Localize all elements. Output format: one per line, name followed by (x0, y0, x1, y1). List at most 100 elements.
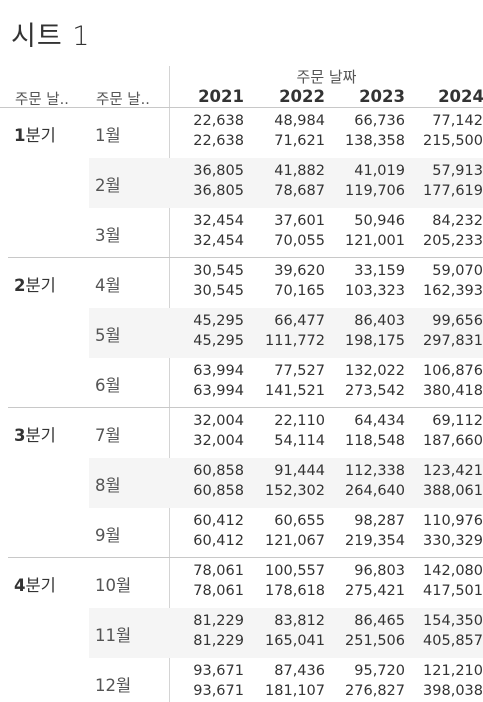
sales-value[interactable]: 84,232 (432, 213, 483, 229)
sales-value[interactable]: 77,527 (274, 363, 325, 379)
sales-value[interactable]: 83,812 (274, 613, 325, 629)
year-header-2023[interactable]: 2023 (359, 87, 405, 106)
running-total-value[interactable]: 32,004 (193, 433, 244, 449)
running-total-value[interactable]: 71,621 (274, 133, 325, 149)
sales-value[interactable]: 60,858 (193, 463, 244, 479)
month-label[interactable]: 10월 (95, 576, 132, 595)
quarter-label[interactable]: 2분기 (14, 272, 56, 296)
sales-value[interactable]: 66,736 (354, 113, 405, 129)
running-total-value[interactable]: 181,107 (265, 683, 325, 699)
running-total-value[interactable]: 198,175 (345, 333, 405, 349)
sales-value[interactable]: 121,210 (423, 663, 483, 679)
sales-value[interactable]: 95,720 (354, 663, 405, 679)
sales-value[interactable]: 33,159 (354, 263, 405, 279)
sales-value[interactable]: 60,412 (193, 513, 244, 529)
running-total-value[interactable]: 264,640 (345, 483, 405, 499)
running-total-value[interactable]: 187,660 (423, 433, 483, 449)
running-total-value[interactable]: 165,041 (265, 633, 325, 649)
quarter-label[interactable]: 1분기 (14, 122, 56, 146)
sales-value[interactable]: 22,110 (274, 413, 325, 429)
sales-value[interactable]: 50,946 (354, 213, 405, 229)
sales-value[interactable]: 86,465 (354, 613, 405, 629)
sales-value[interactable]: 100,557 (265, 563, 325, 579)
sales-value[interactable]: 81,229 (193, 613, 244, 629)
running-total-value[interactable]: 141,521 (265, 383, 325, 399)
sales-value[interactable]: 22,638 (193, 113, 244, 129)
sales-value[interactable]: 99,656 (432, 313, 483, 329)
sales-value[interactable]: 132,022 (345, 363, 405, 379)
sales-value[interactable]: 91,444 (274, 463, 325, 479)
running-total-value[interactable]: 93,671 (193, 683, 244, 699)
running-total-value[interactable]: 121,067 (265, 533, 325, 549)
sales-value[interactable]: 78,061 (193, 563, 244, 579)
sales-value[interactable]: 32,004 (193, 413, 244, 429)
sales-value[interactable]: 98,287 (354, 513, 405, 529)
row-header-quarter[interactable]: 주문 날.. (15, 92, 69, 108)
column-group-header[interactable]: 주문 날짜 (170, 66, 483, 88)
month-label[interactable]: 3월 (95, 226, 121, 245)
running-total-value[interactable]: 275,421 (345, 583, 405, 599)
sales-value[interactable]: 93,671 (193, 663, 244, 679)
sales-value[interactable]: 41,882 (274, 163, 325, 179)
running-total-value[interactable]: 45,295 (193, 333, 244, 349)
sales-value[interactable]: 63,994 (193, 363, 244, 379)
sales-value[interactable]: 41,019 (354, 163, 405, 179)
running-total-value[interactable]: 297,831 (423, 333, 483, 349)
running-total-value[interactable]: 251,506 (345, 633, 405, 649)
running-total-value[interactable]: 178,618 (265, 583, 325, 599)
month-label[interactable]: 4월 (95, 276, 121, 295)
month-label[interactable]: 5월 (95, 326, 121, 345)
running-total-value[interactable]: 81,229 (193, 633, 244, 649)
sales-value[interactable]: 123,421 (423, 463, 483, 479)
month-label[interactable]: 8월 (95, 476, 121, 495)
sales-value[interactable]: 57,913 (432, 163, 483, 179)
sales-value[interactable]: 37,601 (274, 213, 325, 229)
running-total-value[interactable]: 276,827 (345, 683, 405, 699)
running-total-value[interactable]: 63,994 (193, 383, 244, 399)
running-total-value[interactable]: 78,061 (193, 583, 244, 599)
running-total-value[interactable]: 417,501 (423, 583, 483, 599)
month-label[interactable]: 1월 (95, 126, 121, 145)
running-total-value[interactable]: 177,619 (423, 183, 483, 199)
sales-value[interactable]: 30,545 (193, 263, 244, 279)
row-header-month[interactable]: 주문 날.. (96, 92, 150, 108)
running-total-value[interactable]: 152,302 (265, 483, 325, 499)
running-total-value[interactable]: 205,233 (423, 233, 483, 249)
month-label[interactable]: 9월 (95, 526, 121, 545)
running-total-value[interactable]: 30,545 (193, 283, 244, 299)
running-total-value[interactable]: 119,706 (345, 183, 405, 199)
running-total-value[interactable]: 70,165 (274, 283, 325, 299)
year-header-2021[interactable]: 2021 (198, 87, 244, 106)
sales-value[interactable]: 32,454 (193, 213, 244, 229)
running-total-value[interactable]: 138,358 (345, 133, 405, 149)
running-total-value[interactable]: 70,055 (274, 233, 325, 249)
running-total-value[interactable]: 60,858 (193, 483, 244, 499)
running-total-value[interactable]: 380,418 (423, 383, 483, 399)
month-label[interactable]: 6월 (95, 376, 121, 395)
month-label[interactable]: 11월 (95, 626, 132, 645)
year-header-2024[interactable]: 2024 (438, 87, 483, 106)
sales-value[interactable]: 39,620 (274, 263, 325, 279)
running-total-value[interactable]: 215,500 (423, 133, 483, 149)
running-total-value[interactable]: 405,857 (423, 633, 483, 649)
running-total-value[interactable]: 121,001 (345, 233, 405, 249)
sales-value[interactable]: 60,655 (274, 513, 325, 529)
running-total-value[interactable]: 36,805 (193, 183, 244, 199)
running-total-value[interactable]: 388,061 (423, 483, 483, 499)
running-total-value[interactable]: 32,454 (193, 233, 244, 249)
sales-value[interactable]: 69,112 (432, 413, 483, 429)
running-total-value[interactable]: 111,772 (265, 333, 325, 349)
sales-value[interactable]: 106,876 (423, 363, 483, 379)
month-label[interactable]: 12월 (95, 676, 132, 695)
running-total-value[interactable]: 118,548 (345, 433, 405, 449)
month-label[interactable]: 7월 (95, 426, 121, 445)
sales-value[interactable]: 59,070 (432, 263, 483, 279)
sales-value[interactable]: 112,338 (345, 463, 405, 479)
sales-value[interactable]: 45,295 (193, 313, 244, 329)
running-total-value[interactable]: 273,542 (345, 383, 405, 399)
sales-value[interactable]: 110,976 (423, 513, 483, 529)
running-total-value[interactable]: 22,638 (193, 133, 244, 149)
sales-value[interactable]: 64,434 (354, 413, 405, 429)
sales-value[interactable]: 154,350 (423, 613, 483, 629)
sales-value[interactable]: 96,803 (354, 563, 405, 579)
